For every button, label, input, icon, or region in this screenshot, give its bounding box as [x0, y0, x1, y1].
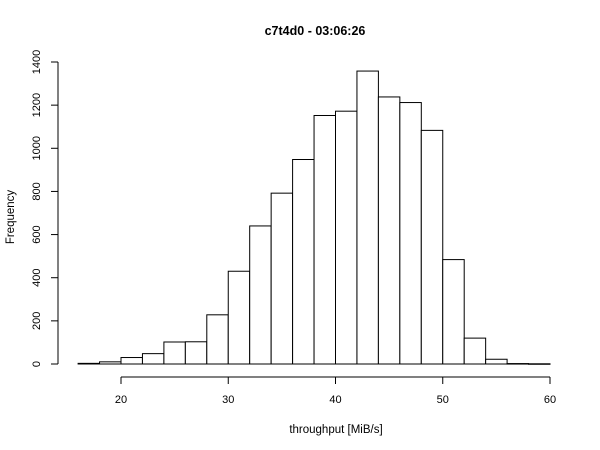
histogram-bar	[356, 70, 379, 365]
histogram-bar	[399, 102, 422, 365]
x-axis: 20 30 40 50 60	[115, 376, 556, 406]
histogram-bar	[335, 110, 358, 365]
y-tick-label: 800	[31, 182, 43, 200]
y-tick-label: 200	[31, 312, 43, 330]
histogram-bar	[184, 341, 208, 365]
y-tick-label: 400	[31, 269, 43, 287]
x-axis-label: throughput [MiB/s]	[289, 424, 382, 436]
x-tick-label: 40	[329, 394, 341, 406]
histogram-bar	[313, 114, 336, 365]
x-tick-label: 20	[115, 394, 127, 406]
histogram-bar	[420, 129, 444, 365]
y-tick-label: 1400	[31, 50, 43, 74]
histogram-bar	[528, 363, 551, 365]
histogram-bar	[163, 341, 186, 365]
histogram-bar	[249, 225, 272, 365]
histogram-bar	[463, 337, 487, 365]
histogram-bar	[77, 362, 101, 365]
histogram-bar	[485, 358, 508, 365]
histogram-bar	[442, 259, 465, 365]
y-tick-label: 0	[31, 361, 43, 367]
histogram-bar	[120, 357, 143, 365]
histogram-bar	[227, 270, 251, 365]
histogram-bar	[99, 361, 122, 365]
y-axis: 0 200 400 600 800 1000 1200 1400	[31, 50, 59, 367]
chart-title: c7t4d0 - 03:06:26	[265, 24, 366, 38]
x-tick-label: 60	[544, 394, 556, 406]
histogram-bar	[377, 96, 401, 365]
histogram-bar	[506, 363, 530, 365]
bars-group	[77, 70, 551, 365]
y-tick-label: 600	[31, 225, 43, 243]
histogram-bar	[206, 314, 229, 365]
histogram-bar	[141, 353, 165, 365]
histogram-bar	[292, 159, 315, 365]
x-tick-label: 50	[437, 394, 449, 406]
y-tick-label: 1200	[31, 93, 43, 117]
x-tick-label: 30	[222, 394, 234, 406]
y-axis-label: Frequency	[5, 190, 17, 245]
y-tick-label: 1000	[31, 136, 43, 160]
histogram-bar	[270, 192, 294, 365]
